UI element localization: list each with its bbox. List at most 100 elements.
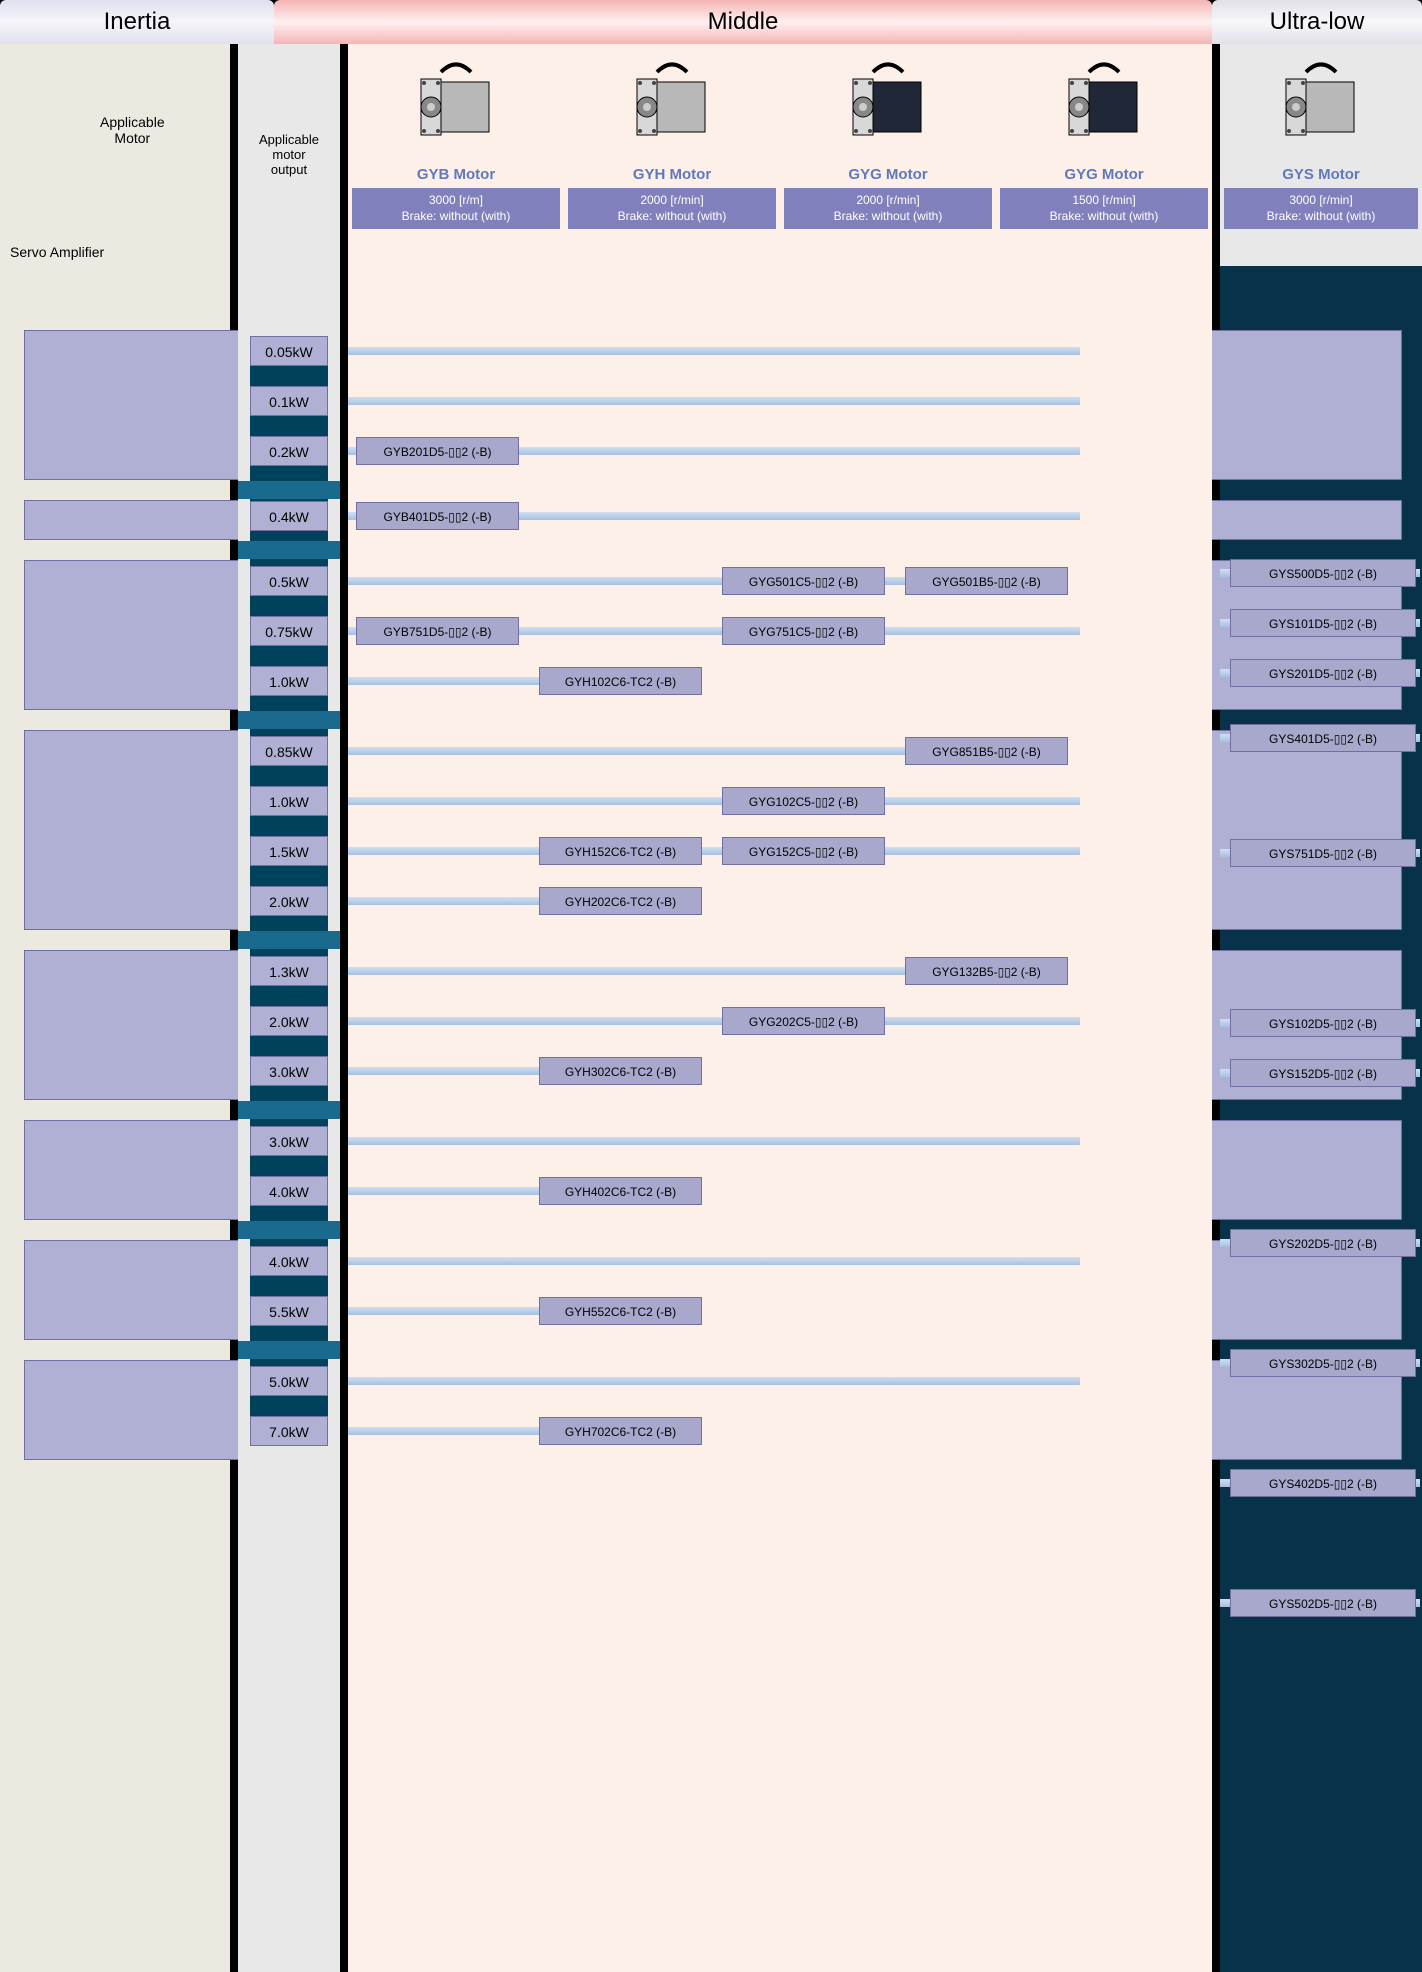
part-number-box: GYG751C5-▯▯2 (-B) [722,617,885,645]
part-number-box: GYB401D5-▯▯2 (-B) [356,502,519,530]
motor-name: GYS Motor [1224,166,1418,183]
connector-line [348,797,1080,805]
ultra-grid: GYS500D5-▯▯2 (-B)GYS101D5-▯▯2 (-B)GYS201… [1220,488,1422,1698]
output-box: 0.85kW [250,736,328,766]
output-gap [250,596,328,616]
output-gap [250,986,328,1006]
output-section-gap [238,1221,340,1239]
ultra-head: GYS Motor 3000 [r/min]Brake: without (wi… [1220,44,1422,266]
col-amplifier: ApplicableMotor Servo Amplifier RYH201F5… [0,44,238,1972]
part-number-box: GYS751D5-▯▯2 (-B) [1230,839,1416,867]
part-number-box: GYH152C6-TC2 (-B) [539,837,702,865]
part-number-box: GYG501C5-▯▯2 (-B) [722,567,885,595]
motor-icon [1054,57,1154,157]
motor-spec: 2000 [r/min]Brake: without (with) [784,188,992,229]
part-number-box: GYH102C6-TC2 (-B) [539,667,702,695]
output-section-gap [238,541,340,559]
output-gap [250,766,328,786]
output-box: 0.75kW [250,616,328,646]
connector-line [348,1377,1080,1385]
output-box: 0.2kW [250,436,328,466]
output-box: 7.0kW [250,1416,328,1446]
connector-line [348,847,1080,855]
part-number-box: GYS302D5-▯▯2 (-B) [1230,1349,1416,1377]
output-section-gap [238,1341,340,1359]
connector-line [348,1257,1080,1265]
part-number-box: GYG102C5-▯▯2 (-B) [722,787,885,815]
output-box: 4.0kW [250,1176,328,1206]
rows-grid: GYB201D5-▯▯2 (-B) GYB401D5-▯▯2 (-B) GYG501… [348,266,1212,1476]
part-number-box: GYS102D5-▯▯2 (-B) [1230,1009,1416,1037]
connector-line [348,1017,1080,1025]
output-gap [250,866,328,886]
output-box: 3.0kW [250,1056,328,1086]
motor-spec: 1500 [r/min]Brake: without (with) [1000,188,1208,229]
output-gap [250,646,328,666]
part-number-box: GYG501B5-▯▯2 (-B) [905,567,1068,595]
connector-line [348,1137,1080,1145]
output-box: 1.3kW [250,956,328,986]
part-number-box: GYH552C6-TC2 (-B) [539,1297,702,1325]
part-number-box: GYB201D5-▯▯2 (-B) [356,437,519,465]
output-box: 2.0kW [250,886,328,916]
output-gap [250,1396,328,1416]
part-number-box: GYH202C6-TC2 (-B) [539,887,702,915]
output-gap [250,416,328,436]
part-number-box: GYS402D5-▯▯2 (-B) [1230,1469,1416,1497]
motor-head-0: GYB Motor 3000 [r/m]Brake: without (with… [348,44,564,266]
connector-line [348,397,1080,405]
connector-line [348,347,1080,355]
part-number-box: GYG851B5-▯▯2 (-B) [905,737,1068,765]
motor-name: GYG Motor [1000,166,1208,183]
connector-line [348,577,989,585]
motor-name: GYB Motor [352,166,560,183]
part-number-box: GYH402C6-TC2 (-B) [539,1177,702,1205]
output-box: 1.5kW [250,836,328,866]
output-box: 0.1kW [250,386,328,416]
chart-container: Inertia Middle Ultra-low ApplicableMotor… [0,0,1422,1972]
label-applicable-motor: ApplicableMotor [100,114,165,146]
header-row: Inertia Middle Ultra-low [0,0,1422,44]
part-number-box: GYH302C6-TC2 (-B) [539,1057,702,1085]
motors-head: GYB Motor 3000 [r/m]Brake: without (with… [348,44,1212,266]
output-gap [250,1276,328,1296]
part-number-box: GYS500D5-▯▯2 (-B) [1230,559,1416,587]
col-output: Applicablemotoroutput 0.05kW 0.1kW 0.2kW 0.… [238,44,348,1972]
label-applicable-output: Applicablemotoroutput [238,44,340,266]
part-number-box: GYB751D5-▯▯2 (-B) [356,617,519,645]
output-box: 1.0kW [250,786,328,816]
output-section-gap [238,931,340,949]
part-number-box: GYS101D5-▯▯2 (-B) [1230,609,1416,637]
connector-line [348,747,989,755]
output-box: 3.0kW [250,1126,328,1156]
motor-icon [1271,57,1371,157]
output-box: 0.05kW [250,336,328,366]
part-number-box: GYG202C5-▯▯2 (-B) [722,1007,885,1035]
output-box: 1.0kW [250,666,328,696]
output-box: 4.0kW [250,1246,328,1276]
motor-spec: 2000 [r/min]Brake: without (with) [568,188,776,229]
motor-icon [622,57,722,157]
part-number-box: GYS502D5-▯▯2 (-B) [1230,1589,1416,1617]
part-number-box: GYG152C5-▯▯2 (-B) [722,837,885,865]
header-middle: Middle [274,0,1212,44]
output-gap [250,1036,328,1056]
motor-head-4: GYS Motor 3000 [r/min]Brake: without (wi… [1220,44,1422,266]
part-number-box: GYS401D5-▯▯2 (-B) [1230,724,1416,752]
motor-head-3: GYG Motor 1500 [r/min]Brake: without (wi… [996,44,1212,266]
motor-head-2: GYG Motor 2000 [r/min]Brake: without (wi… [780,44,996,266]
output-box: 0.5kW [250,566,328,596]
output-section-gap [238,1101,340,1119]
header-ultralow: Ultra-low [1212,0,1422,44]
motors-area: GYB Motor 3000 [r/m]Brake: without (with… [348,44,1212,1972]
motor-spec: 3000 [r/m]Brake: without (with) [352,188,560,229]
output-section-gap [238,481,340,499]
motor-icon [838,57,938,157]
main-grid: ApplicableMotor Servo Amplifier RYH201F5… [0,44,1422,1972]
part-number-box: GYS152D5-▯▯2 (-B) [1230,1059,1416,1087]
motor-name: GYG Motor [784,166,992,183]
header-inertia: Inertia [0,0,274,44]
output-box: 0.4kW [250,501,328,531]
output-section-gap [238,711,340,729]
part-number-box: GYH702C6-TC2 (-B) [539,1417,702,1445]
